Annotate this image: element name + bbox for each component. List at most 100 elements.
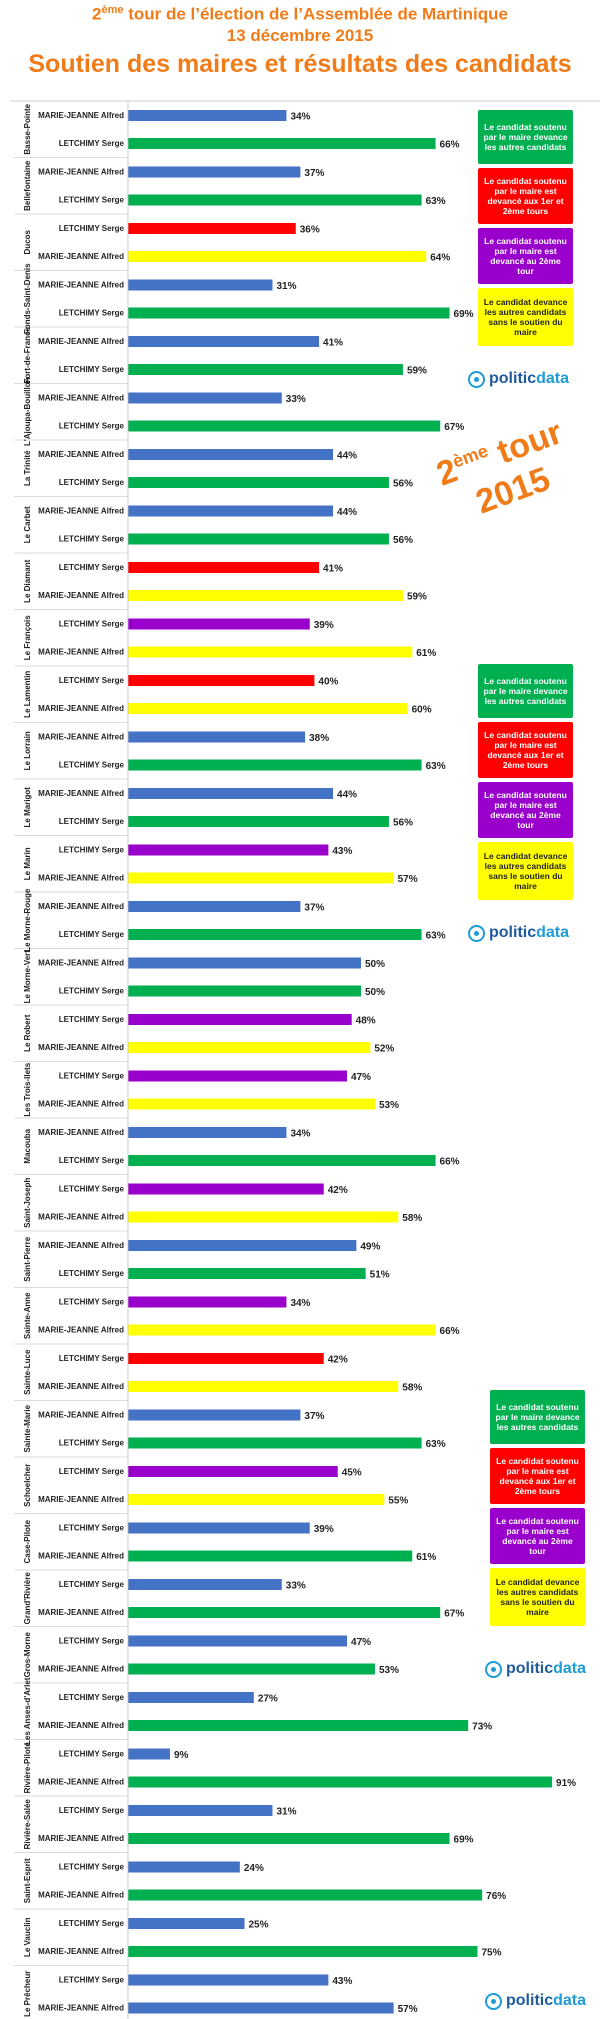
candidate-label: LETCHIMY Serge	[59, 930, 125, 939]
bar	[128, 1805, 273, 1816]
value-label: 39%	[314, 1524, 334, 1535]
brand-text-part2: data	[553, 1660, 587, 1677]
bar	[128, 1579, 282, 1590]
value-label: 58%	[402, 1213, 422, 1224]
value-label: 50%	[365, 987, 385, 998]
candidate-label: LETCHIMY Serge	[59, 1298, 125, 1307]
value-label: 43%	[332, 846, 352, 857]
bar	[128, 759, 422, 771]
bar	[128, 1127, 287, 1138]
bar	[128, 251, 427, 262]
candidate-label: LETCHIMY Serge	[59, 563, 125, 572]
bar	[128, 1494, 385, 1505]
bar	[128, 1833, 450, 1844]
commune-label: Bellefontaine	[23, 160, 32, 211]
candidate-label: LETCHIMY Serge	[59, 1072, 125, 1081]
commune-label: Les Trois-Ilets	[23, 1062, 32, 1116]
value-label: 57%	[398, 2004, 418, 2015]
commune-label: Saint-Joseph	[23, 1178, 32, 1228]
bar	[128, 1861, 240, 1873]
commune-label: Le Morne-Vert	[23, 950, 32, 1004]
value-label: 56%	[393, 818, 413, 829]
bar	[128, 1042, 371, 1053]
value-label: 91%	[556, 1778, 576, 1789]
bar	[128, 872, 394, 884]
bar	[128, 1946, 478, 1957]
bar	[128, 816, 389, 827]
bar	[128, 1324, 436, 1336]
candidate-label: MARIE-JEANNE Alfred	[38, 507, 124, 516]
title-main-text: tour de l’élection de l’Assemblée de Mar…	[123, 4, 508, 24]
brand-logo: politic data	[468, 924, 569, 942]
value-label: 34%	[290, 1298, 310, 1309]
bar	[128, 1974, 329, 1986]
commune-label: L'Ajoupa-Bouillon	[23, 377, 32, 446]
value-label: 69%	[454, 309, 474, 320]
candidate-label: LETCHIMY Serge	[59, 1015, 125, 1024]
candidate-label: MARIE-JEANNE Alfred	[38, 1241, 124, 1250]
brand-text-part1: politic	[489, 370, 537, 387]
commune-label: La Trinité	[23, 450, 32, 486]
value-label: 67%	[444, 422, 464, 433]
bar	[128, 1776, 553, 1788]
value-label: 61%	[416, 648, 436, 659]
value-label: 53%	[379, 1100, 399, 1111]
candidate-label: LETCHIMY Serge	[59, 139, 125, 148]
chart-date: 13 décembre 2015	[226, 26, 374, 45]
legend-item: Le candidat soutenu par le maire est dev…	[490, 1448, 585, 1504]
candidate-label: LETCHIMY Serge	[59, 620, 125, 629]
value-label: 42%	[328, 1185, 348, 1196]
brand-circle-icon	[468, 370, 485, 388]
brand-logo: politic data	[468, 370, 569, 388]
candidate-label: LETCHIMY Serge	[59, 1354, 125, 1363]
value-label: 69%	[454, 1835, 474, 1846]
bar	[128, 1268, 366, 1279]
value-label: 37%	[304, 1411, 324, 1422]
value-label: 40%	[318, 677, 338, 688]
commune-label: Les Anses-d'Arlet	[23, 1677, 32, 1745]
value-label: 56%	[393, 535, 413, 546]
commune-label: Grand'Rivière	[23, 1572, 32, 1625]
candidate-label: MARIE-JEANNE Alfred	[38, 1947, 124, 1956]
commune-label: Rivière-Pilote	[23, 1742, 32, 1794]
value-label: 37%	[304, 903, 324, 914]
candidate-label: MARIE-JEANNE Alfred	[38, 1100, 124, 1109]
brand-logo: politic data	[485, 1992, 586, 2010]
bar	[128, 646, 413, 658]
candidate-label: MARIE-JEANNE Alfred	[38, 959, 124, 968]
value-label: 47%	[351, 1637, 371, 1648]
value-label: 25%	[249, 1920, 269, 1931]
commune-label: Le Prêcheur	[23, 1971, 32, 2017]
candidate-label: MARIE-JEANNE Alfred	[38, 1382, 124, 1391]
brand-text-part1: politic	[506, 1992, 554, 2009]
candidate-label: MARIE-JEANNE Alfred	[38, 111, 124, 120]
value-label: 37%	[304, 168, 324, 179]
value-label: 38%	[309, 733, 329, 744]
value-label: 43%	[332, 1976, 352, 1987]
bar	[128, 562, 320, 573]
candidate-label: LETCHIMY Serge	[59, 1467, 125, 1476]
candidate-label: LETCHIMY Serge	[59, 1806, 125, 1815]
candidate-label: LETCHIMY Serge	[59, 1976, 125, 1985]
brand-text-part2: data	[536, 924, 570, 941]
bar	[128, 1296, 287, 1308]
commune-label: Le Carbet	[23, 506, 32, 543]
candidate-label: MARIE-JEANNE Alfred	[38, 789, 124, 798]
bar	[128, 1635, 348, 1647]
value-label: 59%	[407, 366, 427, 377]
commune-label: Fort-de-France	[23, 326, 32, 383]
value-label: 57%	[398, 874, 418, 885]
bar	[128, 1437, 422, 1449]
commune-label: Sainte-Luce	[23, 1349, 32, 1395]
candidate-label: LETCHIMY Serge	[59, 478, 125, 487]
bar	[128, 307, 450, 319]
bar	[128, 901, 301, 912]
bar	[128, 1070, 348, 1082]
candidate-label: MARIE-JEANNE Alfred	[38, 450, 124, 459]
value-label: 63%	[426, 196, 446, 207]
candidate-label: MARIE-JEANNE Alfred	[38, 1721, 124, 1730]
commune-label: Fonds-Saint-Denis	[23, 263, 32, 334]
bar	[128, 703, 408, 714]
commune-label: Le Marigot	[23, 787, 32, 828]
value-label: 34%	[290, 1129, 310, 1140]
